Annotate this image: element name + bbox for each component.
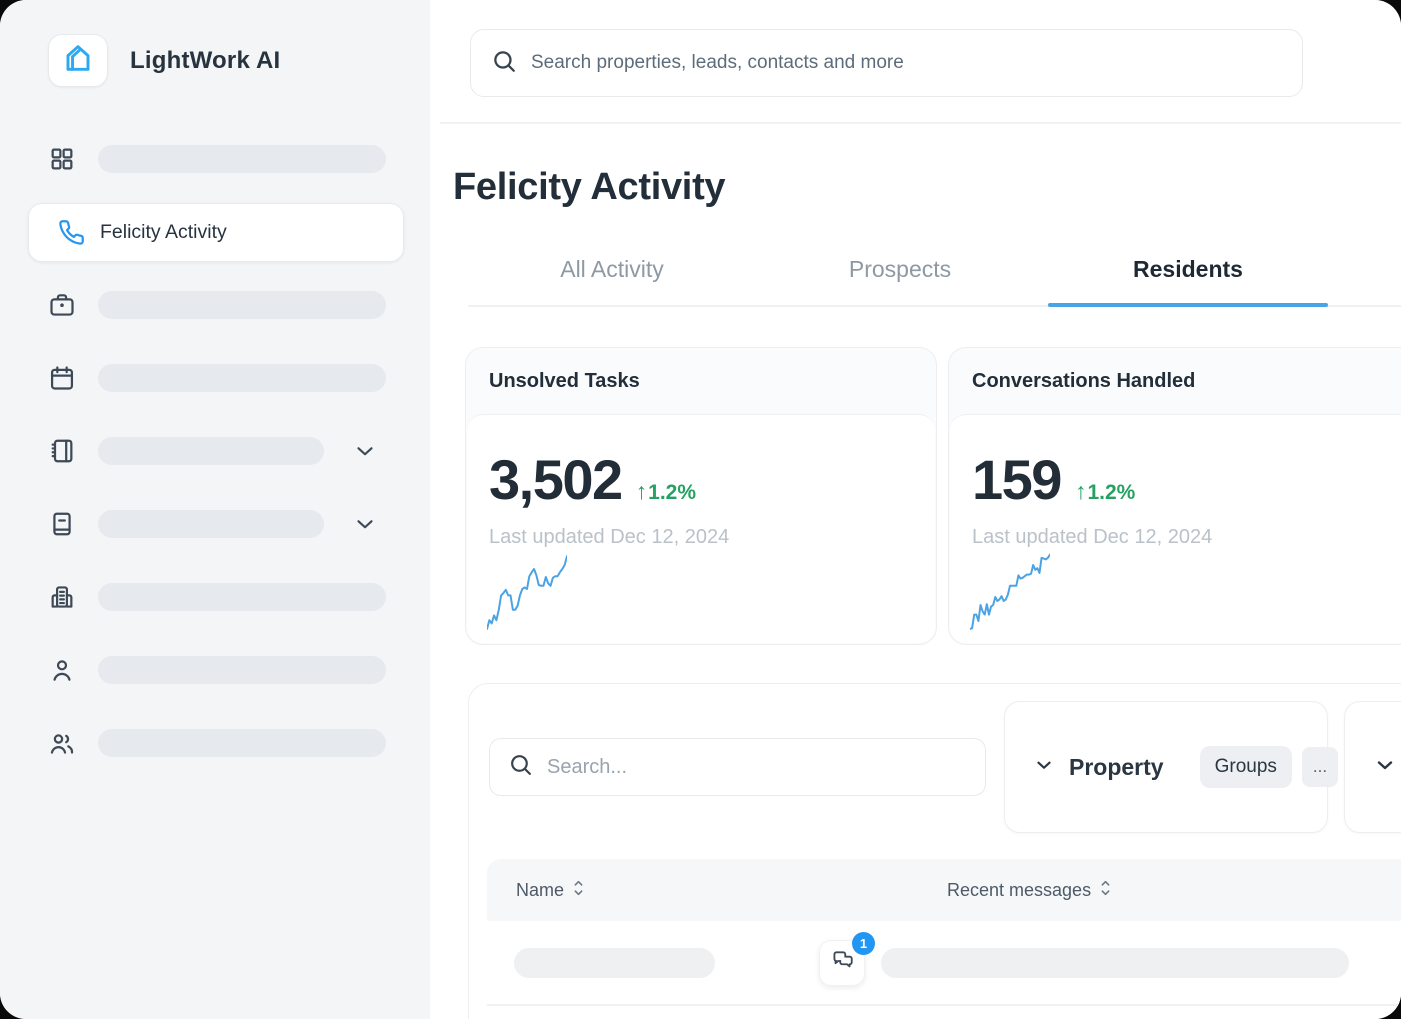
table-header: Name Recent messages [487,859,1401,921]
brand: LightWork AI [48,34,280,87]
skeleton-label [98,291,386,319]
name-skeleton [514,948,715,978]
stat-delta: ↑ 1.2% [1075,478,1135,505]
tab-bar: All Activity Prospects Residents M [468,256,1401,307]
sparkline-chart [970,553,1050,633]
property-filter-label: Property [1069,753,1164,780]
residents-table: Name Recent messages [487,859,1401,1006]
list-search-input[interactable] [547,755,947,779]
skeleton-label [98,364,386,392]
column-label: Recent messages [947,879,1092,900]
skeleton-label [98,145,386,173]
sidebar: LightWork AI Felicity Activity [0,0,430,1019]
stat-updated: Last updated Dec 12, 2024 [489,526,730,548]
notebook-icon [47,436,77,466]
property-filter[interactable]: Property Groups ... [1004,701,1339,833]
sidebar-item-notebook[interactable] [0,437,430,465]
stat-card-unsolved-tasks: Unsolved Tasks 3,502 ↑ 1.2% Last updated… [465,347,937,645]
column-header-name[interactable]: Name [516,879,585,902]
message-skeleton [881,948,1349,978]
stat-title: Conversations Handled [972,369,1196,392]
skeleton-label [98,583,386,611]
skeleton-label [98,437,324,465]
stat-value: 159 [972,448,1062,511]
stats-row: Unsolved Tasks 3,502 ↑ 1.2% Last updated… [465,347,1401,645]
global-search-input[interactable] [531,52,1271,74]
phone-icon [56,218,86,248]
sidebar-item-felicity-activity[interactable]: Felicity Activity [28,203,404,262]
building-icon [47,582,77,612]
grid-icon [47,144,77,174]
global-search[interactable] [470,29,1303,97]
search-icon [508,752,533,782]
stat-body: 3,502 ↑ 1.2% Last updated Dec 12, 2024 [467,414,935,643]
stat-updated: Last updated Dec 12, 2024 [972,526,1213,548]
stat-value: 3,502 [489,448,623,511]
chevron-down-icon[interactable] [1373,753,1397,782]
app-logo [48,34,108,87]
chevron-down-icon[interactable] [350,436,380,466]
briefcase-icon [47,290,77,320]
list-search[interactable] [489,738,986,796]
column-header-recent-messages[interactable]: Recent messages [947,879,1112,902]
sidebar-item-journal[interactable] [0,510,430,538]
tab-clipped[interactable]: M [1332,256,1401,305]
skeleton-label [98,729,386,757]
table-row[interactable]: 1 [487,921,1401,1006]
page-title: Felicity Activity [453,166,726,208]
sidebar-item-calendar[interactable] [0,364,430,392]
more-options-button[interactable]: ... [1301,747,1339,787]
groups-button[interactable]: Groups [1199,746,1292,788]
sidebar-item-building[interactable] [0,583,430,611]
secondary-filter[interactable] [1344,701,1401,833]
residents-panel: Property Groups ... Name [468,683,1401,1019]
sparkline-chart [487,553,567,633]
arrow-up-icon: ↑ [635,478,648,504]
user-icon [47,655,77,685]
stat-title: Unsolved Tasks [489,369,640,392]
sidebar-item-users[interactable] [0,729,430,757]
sidebar-item-briefcase[interactable] [0,291,430,319]
stat-delta-value: 1.2% [648,481,697,504]
house-logo-icon [62,42,94,79]
stat-body: 159 ↑ 1.2% Last updated Dec 12, 2024 [950,414,1401,643]
header-divider [440,122,1401,124]
chevron-down-icon[interactable] [1033,754,1055,781]
arrow-up-icon: ↑ [1074,478,1087,504]
stat-card-conversations-handled: Conversations Handled 159 ↑ 1.2% Last up… [948,347,1401,645]
chat-bubbles-icon [829,948,855,979]
sidebar-item-label: Felicity Activity [100,221,227,243]
tab-all-activity[interactable]: All Activity [560,256,664,282]
messages-button[interactable]: 1 [819,932,875,986]
column-label: Name [516,879,565,900]
skeleton-label [98,510,324,538]
main-content: Felicity Activity All Activity Prospects… [430,0,1401,1019]
search-icon [491,48,517,79]
sort-icon [572,879,585,902]
chevron-down-icon[interactable] [350,509,380,539]
unread-count-badge: 1 [852,932,875,955]
journal-icon [47,509,77,539]
tab-prospects[interactable]: Prospects [848,256,952,282]
sidebar-item-user[interactable] [0,656,430,684]
calendar-icon [47,363,77,393]
brand-name: LightWork AI [130,46,281,74]
tab-residents[interactable]: Residents [1044,256,1332,307]
stat-delta-value: 1.2% [1087,481,1136,504]
stat-delta: ↑ 1.2% [636,478,696,505]
users-icon [47,728,77,758]
skeleton-label [98,656,386,684]
sidebar-item-dashboard[interactable] [0,145,430,173]
sort-icon [1099,879,1112,902]
